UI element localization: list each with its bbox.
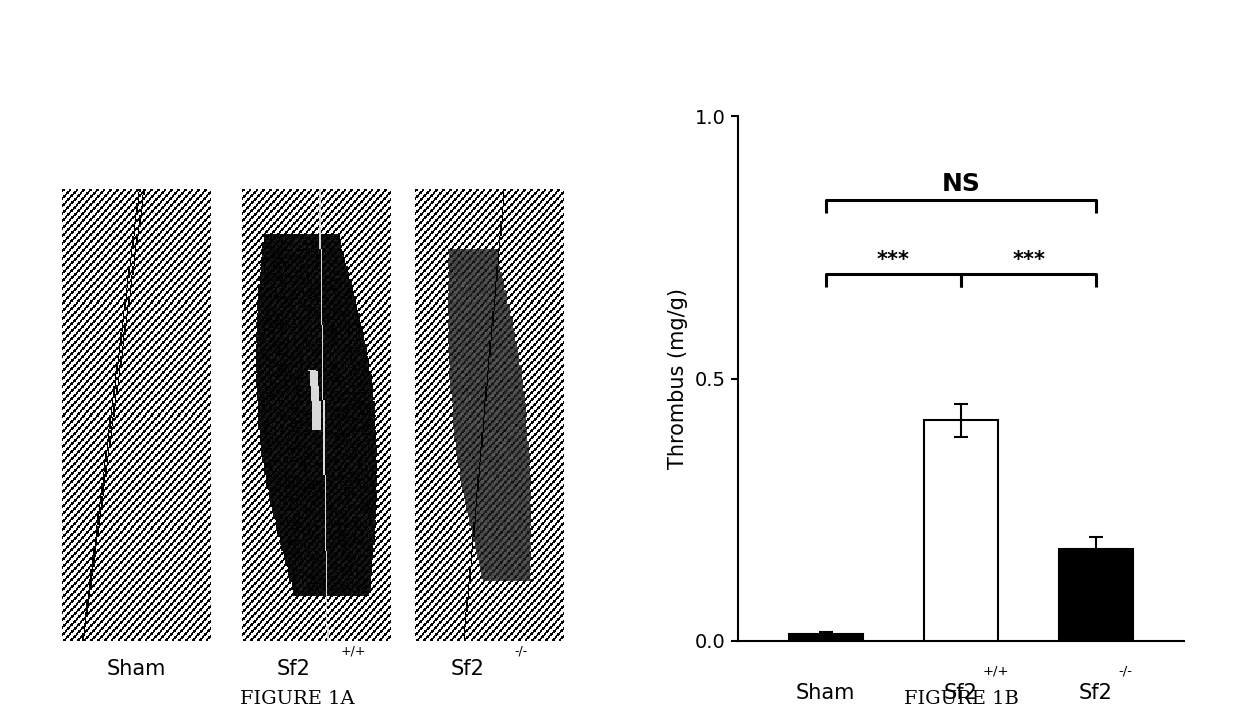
Bar xyxy=(789,634,863,641)
Text: Sf2: Sf2 xyxy=(944,683,977,703)
Text: FIGURE 1A: FIGURE 1A xyxy=(241,690,355,708)
Text: +/+: +/+ xyxy=(341,644,367,657)
Text: Sf2: Sf2 xyxy=(277,659,311,678)
Bar xyxy=(1059,549,1133,641)
Y-axis label: Thrombus (mg/g): Thrombus (mg/g) xyxy=(668,288,688,469)
Text: NS: NS xyxy=(941,172,981,196)
Text: -/-: -/- xyxy=(1118,664,1132,677)
Text: Sf2: Sf2 xyxy=(1079,683,1112,703)
Text: Sham: Sham xyxy=(107,659,166,678)
Text: Sf2: Sf2 xyxy=(450,659,485,678)
Text: ***: *** xyxy=(877,250,910,269)
Text: +/+: +/+ xyxy=(982,664,1009,677)
Text: FIGURE 1B: FIGURE 1B xyxy=(904,690,1018,708)
Text: Sham: Sham xyxy=(796,683,856,703)
Text: ***: *** xyxy=(1012,250,1045,269)
Bar xyxy=(924,421,998,641)
Text: -/-: -/- xyxy=(515,644,528,657)
